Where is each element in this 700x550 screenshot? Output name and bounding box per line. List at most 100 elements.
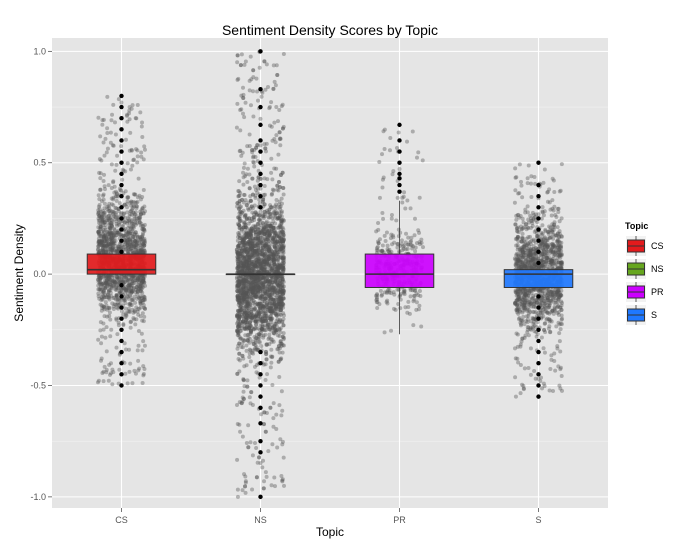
- jitter-point: [136, 328, 141, 333]
- jitter-point: [110, 143, 115, 148]
- jitter-point: [138, 305, 143, 310]
- jitter-point: [131, 235, 136, 240]
- jitter-point: [115, 297, 120, 302]
- jitter-point: [254, 260, 259, 265]
- jitter-point: [113, 205, 118, 210]
- jitter-point: [120, 245, 125, 250]
- jitter-point: [135, 289, 140, 294]
- jitter-point: [115, 230, 120, 235]
- jitter-point: [99, 240, 104, 245]
- jitter-point: [271, 257, 276, 262]
- jitter-point: [95, 247, 100, 252]
- jitter-point: [105, 277, 110, 282]
- jitter-point: [113, 302, 118, 307]
- jitter-point: [98, 280, 103, 285]
- jitter-point: [142, 306, 147, 311]
- jitter-point: [124, 347, 129, 352]
- jitter-point: [396, 130, 401, 135]
- jitter-point: [134, 206, 139, 211]
- jitter-point: [239, 210, 244, 215]
- jitter-point: [274, 211, 279, 216]
- jitter-point: [413, 288, 418, 293]
- jitter-point: [106, 278, 111, 283]
- jitter-point: [265, 260, 270, 265]
- jitter-point: [243, 225, 248, 230]
- jitter-point: [134, 242, 139, 247]
- jitter-point: [416, 307, 421, 312]
- jitter-point: [121, 277, 126, 282]
- jitter-point: [376, 239, 381, 244]
- jitter-point: [129, 242, 134, 247]
- jitter-point: [98, 248, 103, 253]
- jitter-point: [106, 216, 111, 221]
- jitter-point: [408, 206, 413, 211]
- jitter-point: [100, 370, 105, 375]
- jitter-point: [97, 275, 102, 280]
- jitter-point: [107, 225, 112, 230]
- jitter-point: [112, 120, 117, 125]
- jitter-point: [110, 367, 115, 372]
- jitter-point: [404, 231, 409, 236]
- jitter-point: [130, 240, 135, 245]
- jitter-point: [97, 229, 102, 234]
- jitter-point: [249, 246, 254, 251]
- jitter-point: [396, 234, 401, 239]
- jitter-point: [139, 278, 144, 283]
- jitter-point: [269, 360, 274, 365]
- jitter-point: [386, 249, 391, 254]
- jitter-point: [127, 281, 132, 286]
- jitter-point: [100, 122, 105, 127]
- jitter-point: [99, 287, 104, 292]
- jitter-point: [133, 220, 138, 225]
- jitter-point: [109, 279, 114, 284]
- jitter-point: [100, 217, 105, 222]
- jitter-point: [125, 219, 130, 224]
- jitter-point: [269, 170, 274, 175]
- jitter-point: [243, 490, 248, 495]
- jitter-point: [379, 293, 384, 298]
- jitter-point: [107, 362, 112, 367]
- jitter-point: [96, 247, 101, 252]
- jitter-point: [249, 309, 254, 314]
- jitter-point: [269, 347, 274, 352]
- jitter-point: [97, 221, 102, 226]
- jitter-point: [97, 202, 102, 207]
- jitter-point: [114, 297, 119, 302]
- jitter-point: [117, 279, 122, 284]
- jitter-point: [99, 238, 104, 243]
- jitter-point: [138, 237, 143, 242]
- jitter-point: [102, 201, 107, 206]
- jitter-point: [249, 315, 254, 320]
- jitter-point: [140, 232, 145, 237]
- jitter-point: [141, 241, 146, 246]
- jitter-point: [101, 243, 106, 248]
- jitter-point: [262, 183, 267, 188]
- jitter-point: [142, 314, 147, 319]
- jitter-point: [102, 278, 107, 283]
- jitter-point: [142, 239, 147, 244]
- jitter-point: [118, 232, 123, 237]
- jitter-point: [100, 213, 105, 218]
- jitter-point: [100, 248, 105, 253]
- jitter-point: [244, 343, 249, 348]
- jitter-point: [251, 68, 256, 73]
- jitter-point: [139, 211, 144, 216]
- jitter-point: [131, 274, 136, 279]
- jitter-point: [98, 288, 103, 293]
- jitter-point: [236, 264, 241, 269]
- jitter-point: [277, 294, 282, 299]
- jitter-point: [259, 239, 264, 244]
- jitter-point: [136, 280, 141, 285]
- jitter-point: [123, 297, 128, 302]
- jitter-point: [241, 170, 246, 175]
- jitter-point: [116, 217, 121, 222]
- jitter-point: [403, 305, 408, 310]
- jitter-point: [105, 126, 110, 131]
- jitter-point: [109, 118, 114, 123]
- jitter-point: [106, 290, 111, 295]
- jitter-point: [235, 487, 240, 492]
- jitter-point: [142, 240, 147, 245]
- jitter-point: [142, 297, 147, 302]
- jitter-point: [112, 184, 117, 189]
- jitter-point: [242, 364, 247, 369]
